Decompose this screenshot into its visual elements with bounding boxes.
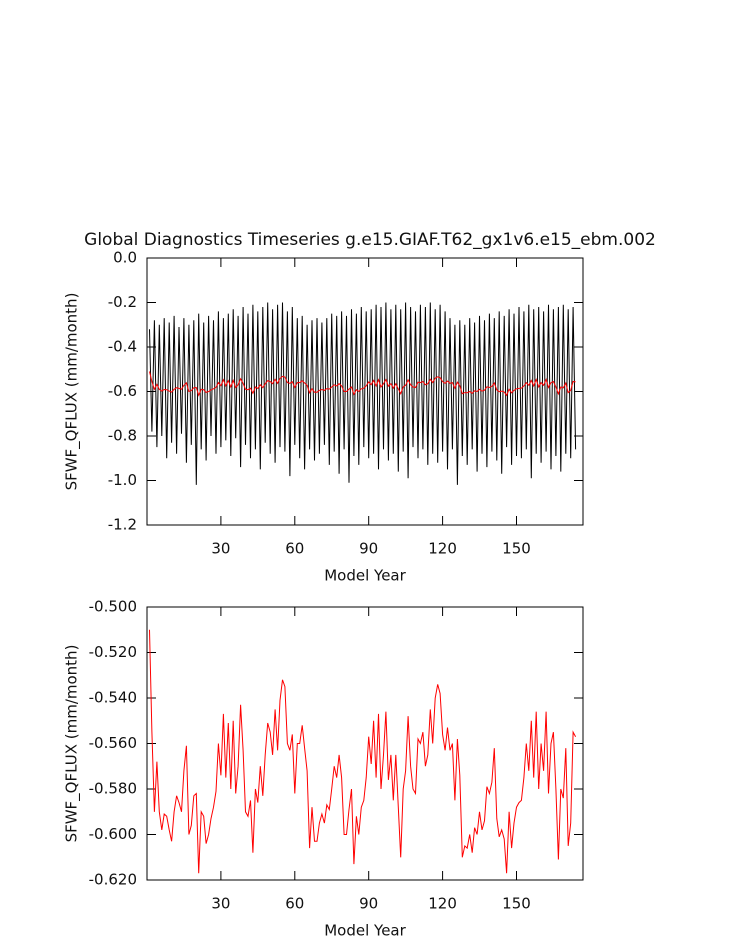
- x-tick-label: 60: [285, 540, 304, 558]
- x-axis-label: Model Year: [324, 922, 406, 940]
- y-tick-label: 0.0: [113, 249, 137, 267]
- y-tick-label: -0.540: [89, 689, 137, 707]
- x-axis-label: Model Year: [324, 567, 406, 585]
- x-tick-label: 120: [428, 540, 457, 558]
- y-tick-label: -0.560: [89, 734, 137, 752]
- x-tick-label: 60: [285, 895, 304, 913]
- x-tick-label: 150: [502, 895, 531, 913]
- y-tick-label: -0.620: [89, 871, 137, 889]
- x-tick-label: 150: [502, 540, 531, 558]
- data-line: [149, 302, 577, 485]
- plot-frame: [146, 606, 584, 881]
- data-line: [149, 371, 576, 397]
- y-tick-label: -1.2: [108, 516, 137, 534]
- x-tick-label: 30: [211, 895, 230, 913]
- chart-title: Global Diagnostics Timeseries g.e15.GIAF…: [84, 230, 656, 250]
- y-tick-label: -0.4: [108, 338, 137, 356]
- plot-frame: [146, 257, 584, 526]
- y-tick-label: -0.600: [89, 825, 137, 843]
- y-axis-label: SFWF_QFLUX (mm/month): [63, 645, 82, 843]
- y-tick-label: -0.8: [108, 427, 137, 445]
- y-tick-label: -0.580: [89, 780, 137, 798]
- y-tick-label: -0.520: [89, 643, 137, 661]
- y-tick-label: -0.500: [89, 598, 137, 616]
- x-tick-label: 120: [428, 895, 457, 913]
- y-tick-label: -1.0: [108, 471, 137, 489]
- data-line: [149, 629, 577, 874]
- x-tick-label: 90: [359, 540, 378, 558]
- y-axis-label: SFWF_QFLUX (mm/month): [63, 293, 82, 491]
- y-tick-label: -0.2: [108, 293, 137, 311]
- y-tick-label: -0.6: [108, 382, 137, 400]
- x-tick-label: 30: [211, 540, 230, 558]
- x-tick-label: 90: [359, 895, 378, 913]
